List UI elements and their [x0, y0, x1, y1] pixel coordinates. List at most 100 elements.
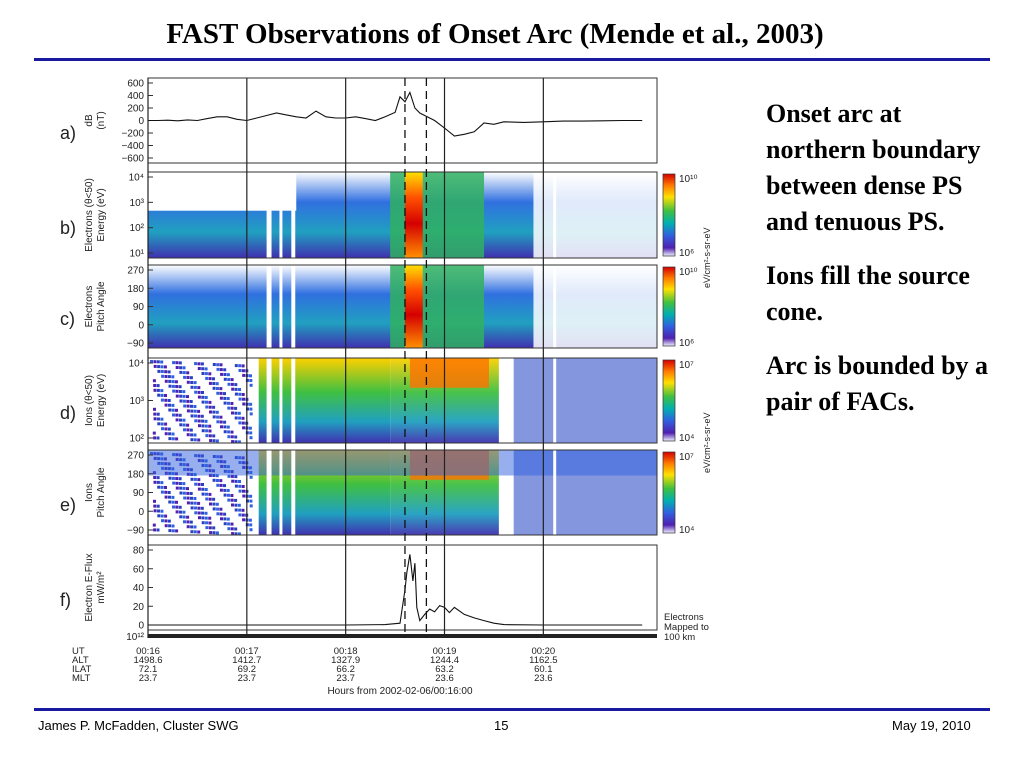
- data-gap: [266, 265, 272, 348]
- ion-count-pixel: [193, 433, 197, 437]
- ion-count-pixel: [215, 439, 219, 443]
- colorbar-unit-label: eV/cm²-s-sr-eV: [702, 228, 712, 289]
- ion-count-pixel: [241, 416, 245, 420]
- ion-count-pixel: [160, 398, 164, 402]
- ion-count-pixel: [171, 500, 175, 504]
- ion-count-pixel: [197, 409, 201, 413]
- db-trace: [148, 90, 643, 137]
- ion-count-pixel: [208, 434, 212, 438]
- ion-count-pixel: [238, 480, 241, 483]
- ion-count-pixel: [226, 425, 230, 429]
- y-tick-label: 10¹: [130, 249, 145, 260]
- ion-count-pixel: [231, 387, 235, 391]
- x-tick-mlt: 23.7: [238, 673, 257, 684]
- ion-count-pixel: [248, 518, 252, 522]
- ion-count-pixel: [171, 408, 175, 412]
- ion-count-pixel: [197, 362, 201, 366]
- ion-count-pixel: [182, 371, 186, 375]
- ion-count-pixel: [212, 405, 216, 409]
- ion-count-pixel: [160, 389, 164, 393]
- ion-count-pixel: [189, 428, 193, 432]
- ion-count-pixel: [200, 414, 204, 418]
- bullet-list: Onset arc at northern boundary between d…: [766, 96, 1006, 438]
- ion-count-pixel: [234, 411, 238, 415]
- ion-count-pixel: [164, 370, 168, 374]
- footer-page-number: 15: [494, 718, 509, 733]
- ion-count-pixel: [205, 497, 209, 501]
- ion-count-pixel: [215, 474, 219, 478]
- ion-count-pixel: [237, 532, 241, 536]
- footer-rule: [34, 708, 990, 711]
- ion-count-pixel: [216, 415, 220, 419]
- ion-count-pixel: [197, 482, 201, 486]
- clipped-panel-strip: [148, 634, 657, 638]
- ion-count-pixel: [249, 436, 253, 440]
- ion-count-pixel: [208, 429, 212, 433]
- ion-count-pixel: [190, 414, 194, 418]
- ion-count-pixel: [193, 409, 197, 413]
- ion-count-pixel: [212, 386, 216, 390]
- ion-count-pixel: [205, 429, 209, 433]
- ion-count-pixel: [216, 507, 220, 511]
- ion-count-pixel: [227, 382, 231, 386]
- ion-count-pixel: [179, 399, 183, 403]
- ion-count-pixel: [183, 428, 186, 432]
- ion-count-pixel: [157, 417, 160, 421]
- ion-count-pixel: [171, 403, 175, 407]
- ion-count-pixel: [175, 418, 179, 422]
- ion-count-pixel: [208, 492, 212, 496]
- ion-count-pixel: [230, 498, 234, 502]
- ion-count-pixel: [204, 372, 208, 376]
- ion-count-pixel: [212, 434, 216, 438]
- ion-count-pixel: [156, 360, 160, 364]
- ion-count-pixel: [175, 394, 179, 398]
- ion-count-pixel: [193, 501, 197, 505]
- ion-count-pixel: [219, 363, 223, 367]
- ion-count-pixel: [172, 389, 176, 393]
- panel-e: 10⁷ 10⁴ 270 180 90 0 −90 Ions Pitch Angle e): [60, 449, 694, 537]
- ion-count-pixel: [153, 384, 157, 387]
- ion-count-pixel: [208, 424, 212, 428]
- ion-count-pixel: [160, 481, 164, 485]
- ion-count-pixel: [156, 384, 160, 388]
- ion-count-pixel: [204, 396, 208, 399]
- electron-onset-band: [390, 172, 485, 258]
- ion-count-pixel: [208, 516, 212, 520]
- ion-count-pixel: [223, 368, 227, 372]
- ion-count-pixel: [249, 499, 253, 503]
- ion-count-pixel: [179, 366, 183, 370]
- ion-count-pixel: [160, 514, 164, 518]
- ion-count-pixel: [230, 430, 234, 434]
- title-rule: [34, 58, 990, 61]
- footer-date: May 19, 2010: [892, 718, 971, 733]
- y-tick-label: 90: [133, 302, 145, 313]
- bullet-onset-arc: Onset arc at northern boundary between d…: [766, 99, 981, 236]
- ion-count-pixel: [197, 367, 201, 370]
- ion-count-pixel: [168, 524, 172, 528]
- ion-count-pixel: [208, 521, 212, 525]
- ion-count-pixel: [186, 376, 190, 379]
- electron-tenuous-region: [533, 172, 657, 258]
- ion-count-pixel: [156, 412, 160, 416]
- panel-letter: c): [60, 309, 75, 329]
- ion-count-pixel: [168, 437, 172, 441]
- ion-count-pixel: [205, 405, 209, 409]
- panel-letter: b): [60, 218, 76, 238]
- ion-count-pixel: [172, 361, 176, 365]
- data-gap: [553, 265, 557, 348]
- ion-count-pixel: [201, 424, 205, 428]
- footer-author: James P. McFadden, Cluster SWG: [38, 718, 239, 733]
- ion-count-pixel: [175, 510, 179, 514]
- ion-count-pixel: [153, 364, 157, 368]
- ion-count-pixel: [175, 486, 179, 490]
- ion-count-pixel: [152, 379, 156, 383]
- ion-count-pixel: [178, 385, 182, 389]
- data-gap: [553, 172, 557, 258]
- ion-count-pixel: [179, 510, 182, 514]
- ion-count-pixel: [190, 438, 194, 442]
- ion-count-pixel: [237, 440, 241, 444]
- ion-count-pixel: [179, 486, 183, 490]
- ion-count-pixel: [194, 414, 197, 418]
- ion-count-pixel: [153, 360, 157, 364]
